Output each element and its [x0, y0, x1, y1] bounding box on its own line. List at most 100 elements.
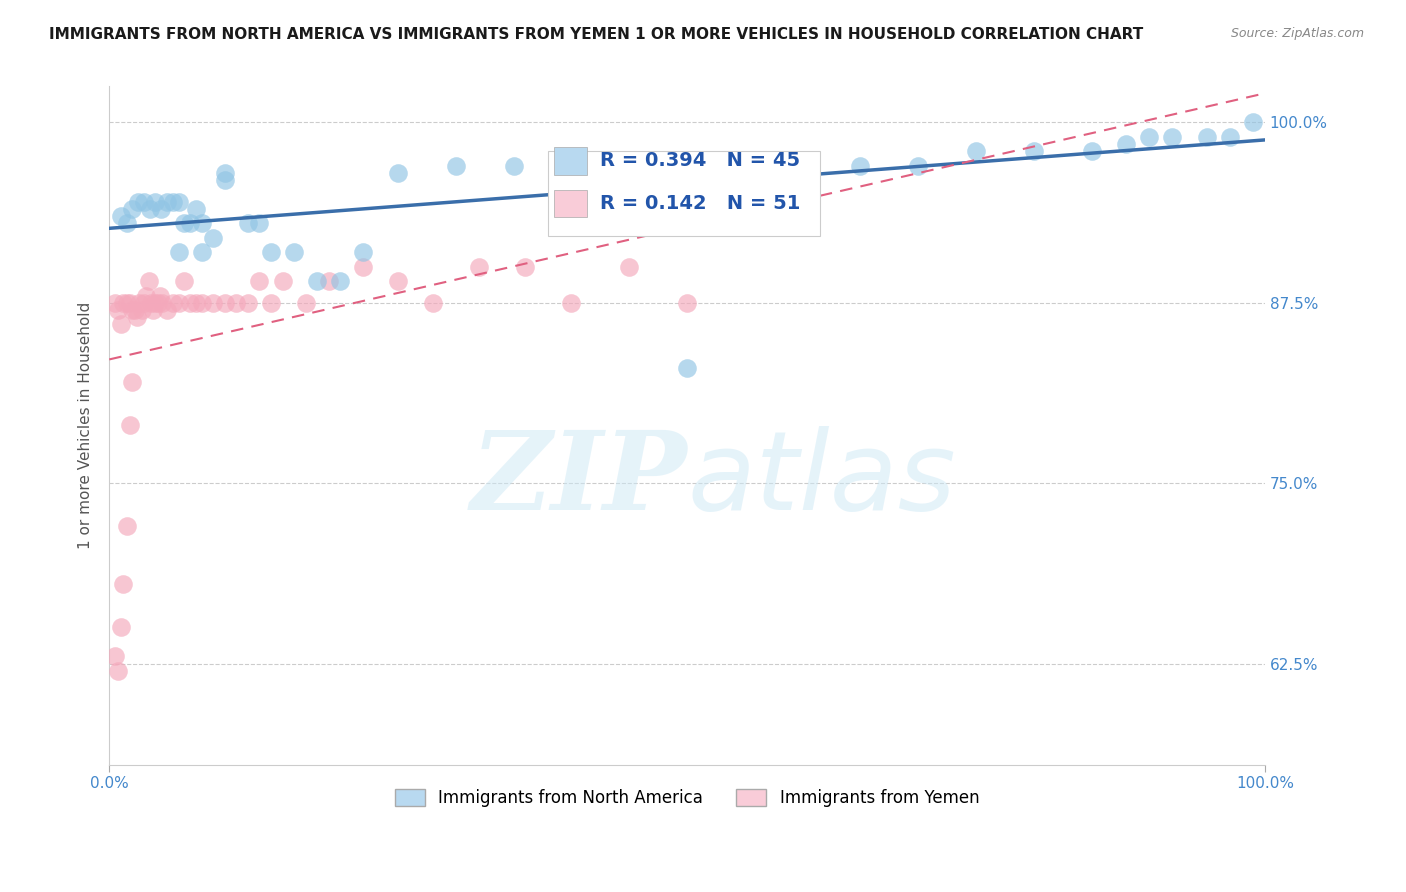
Point	[118, 418, 141, 433]
Point	[283, 245, 305, 260]
Point	[152, 295, 174, 310]
Point	[214, 295, 236, 310]
FancyBboxPatch shape	[554, 190, 586, 218]
Text: R = 0.142   N = 51: R = 0.142 N = 51	[600, 194, 801, 213]
Point	[138, 202, 160, 216]
Point	[560, 295, 582, 310]
Point	[104, 295, 127, 310]
Point	[1137, 129, 1160, 144]
Point	[167, 295, 190, 310]
Point	[965, 145, 987, 159]
Point	[1219, 129, 1241, 144]
Text: Source: ZipAtlas.com: Source: ZipAtlas.com	[1230, 27, 1364, 40]
Point	[110, 209, 132, 223]
FancyBboxPatch shape	[554, 147, 586, 175]
Y-axis label: 1 or more Vehicles in Household: 1 or more Vehicles in Household	[79, 301, 93, 549]
Point	[115, 216, 138, 230]
Point	[121, 375, 143, 389]
Point	[112, 577, 135, 591]
Point	[173, 216, 195, 230]
Point	[676, 295, 699, 310]
Legend: Immigrants from North America, Immigrants from Yemen: Immigrants from North America, Immigrant…	[388, 782, 986, 814]
Point	[422, 295, 444, 310]
FancyBboxPatch shape	[548, 151, 820, 235]
Point	[1080, 145, 1102, 159]
Point	[121, 202, 143, 216]
Point	[162, 194, 184, 209]
Point	[329, 274, 352, 288]
Point	[676, 360, 699, 375]
Text: R = 0.394   N = 45: R = 0.394 N = 45	[600, 152, 800, 170]
Point	[139, 295, 162, 310]
Point	[1115, 137, 1137, 152]
Point	[128, 295, 150, 310]
Point	[560, 159, 582, 173]
Point	[249, 274, 271, 288]
Point	[202, 231, 225, 245]
Point	[1241, 115, 1264, 129]
Point	[619, 260, 641, 274]
Point	[353, 245, 375, 260]
Point	[236, 295, 259, 310]
Point	[173, 274, 195, 288]
Point	[127, 194, 149, 209]
Point	[1022, 145, 1045, 159]
Point	[167, 245, 190, 260]
Text: ZIP: ZIP	[471, 426, 688, 533]
Point	[260, 245, 283, 260]
Point	[115, 519, 138, 533]
Point	[184, 202, 207, 216]
Point	[353, 260, 375, 274]
Point	[792, 159, 814, 173]
Point	[135, 288, 157, 302]
Point	[849, 159, 872, 173]
Point	[110, 318, 132, 332]
Point	[132, 194, 155, 209]
Point	[179, 295, 201, 310]
Point	[124, 303, 146, 318]
Point	[115, 295, 138, 310]
Point	[107, 303, 129, 318]
Point	[118, 295, 141, 310]
Point	[444, 159, 467, 173]
Point	[260, 295, 283, 310]
Text: atlas: atlas	[688, 426, 956, 533]
Point	[907, 159, 929, 173]
Point	[125, 310, 148, 325]
Point	[104, 649, 127, 664]
Point	[249, 216, 271, 230]
Point	[214, 166, 236, 180]
Point	[225, 295, 247, 310]
Point	[318, 274, 340, 288]
Point	[110, 620, 132, 634]
Point	[179, 216, 201, 230]
Point	[202, 295, 225, 310]
Point	[236, 216, 259, 230]
Point	[156, 303, 179, 318]
Point	[468, 260, 491, 274]
Point	[271, 274, 294, 288]
Point	[138, 274, 160, 288]
Point	[1197, 129, 1219, 144]
Text: IMMIGRANTS FROM NORTH AMERICA VS IMMIGRANTS FROM YEMEN 1 OR MORE VEHICLES IN HOU: IMMIGRANTS FROM NORTH AMERICA VS IMMIGRA…	[49, 27, 1143, 42]
Point	[214, 173, 236, 187]
Point	[307, 274, 329, 288]
Point	[145, 295, 167, 310]
Point	[150, 202, 173, 216]
Point	[149, 288, 172, 302]
Point	[190, 216, 212, 230]
Point	[502, 159, 524, 173]
Point	[190, 295, 212, 310]
Point	[184, 295, 207, 310]
Point	[515, 260, 537, 274]
Point	[156, 194, 179, 209]
Point	[131, 303, 153, 318]
Point	[132, 295, 155, 310]
Point	[1161, 129, 1184, 144]
Point	[146, 295, 169, 310]
Point	[387, 274, 409, 288]
Point	[162, 295, 184, 310]
Point	[387, 166, 409, 180]
Point	[294, 295, 316, 310]
Point	[190, 245, 212, 260]
